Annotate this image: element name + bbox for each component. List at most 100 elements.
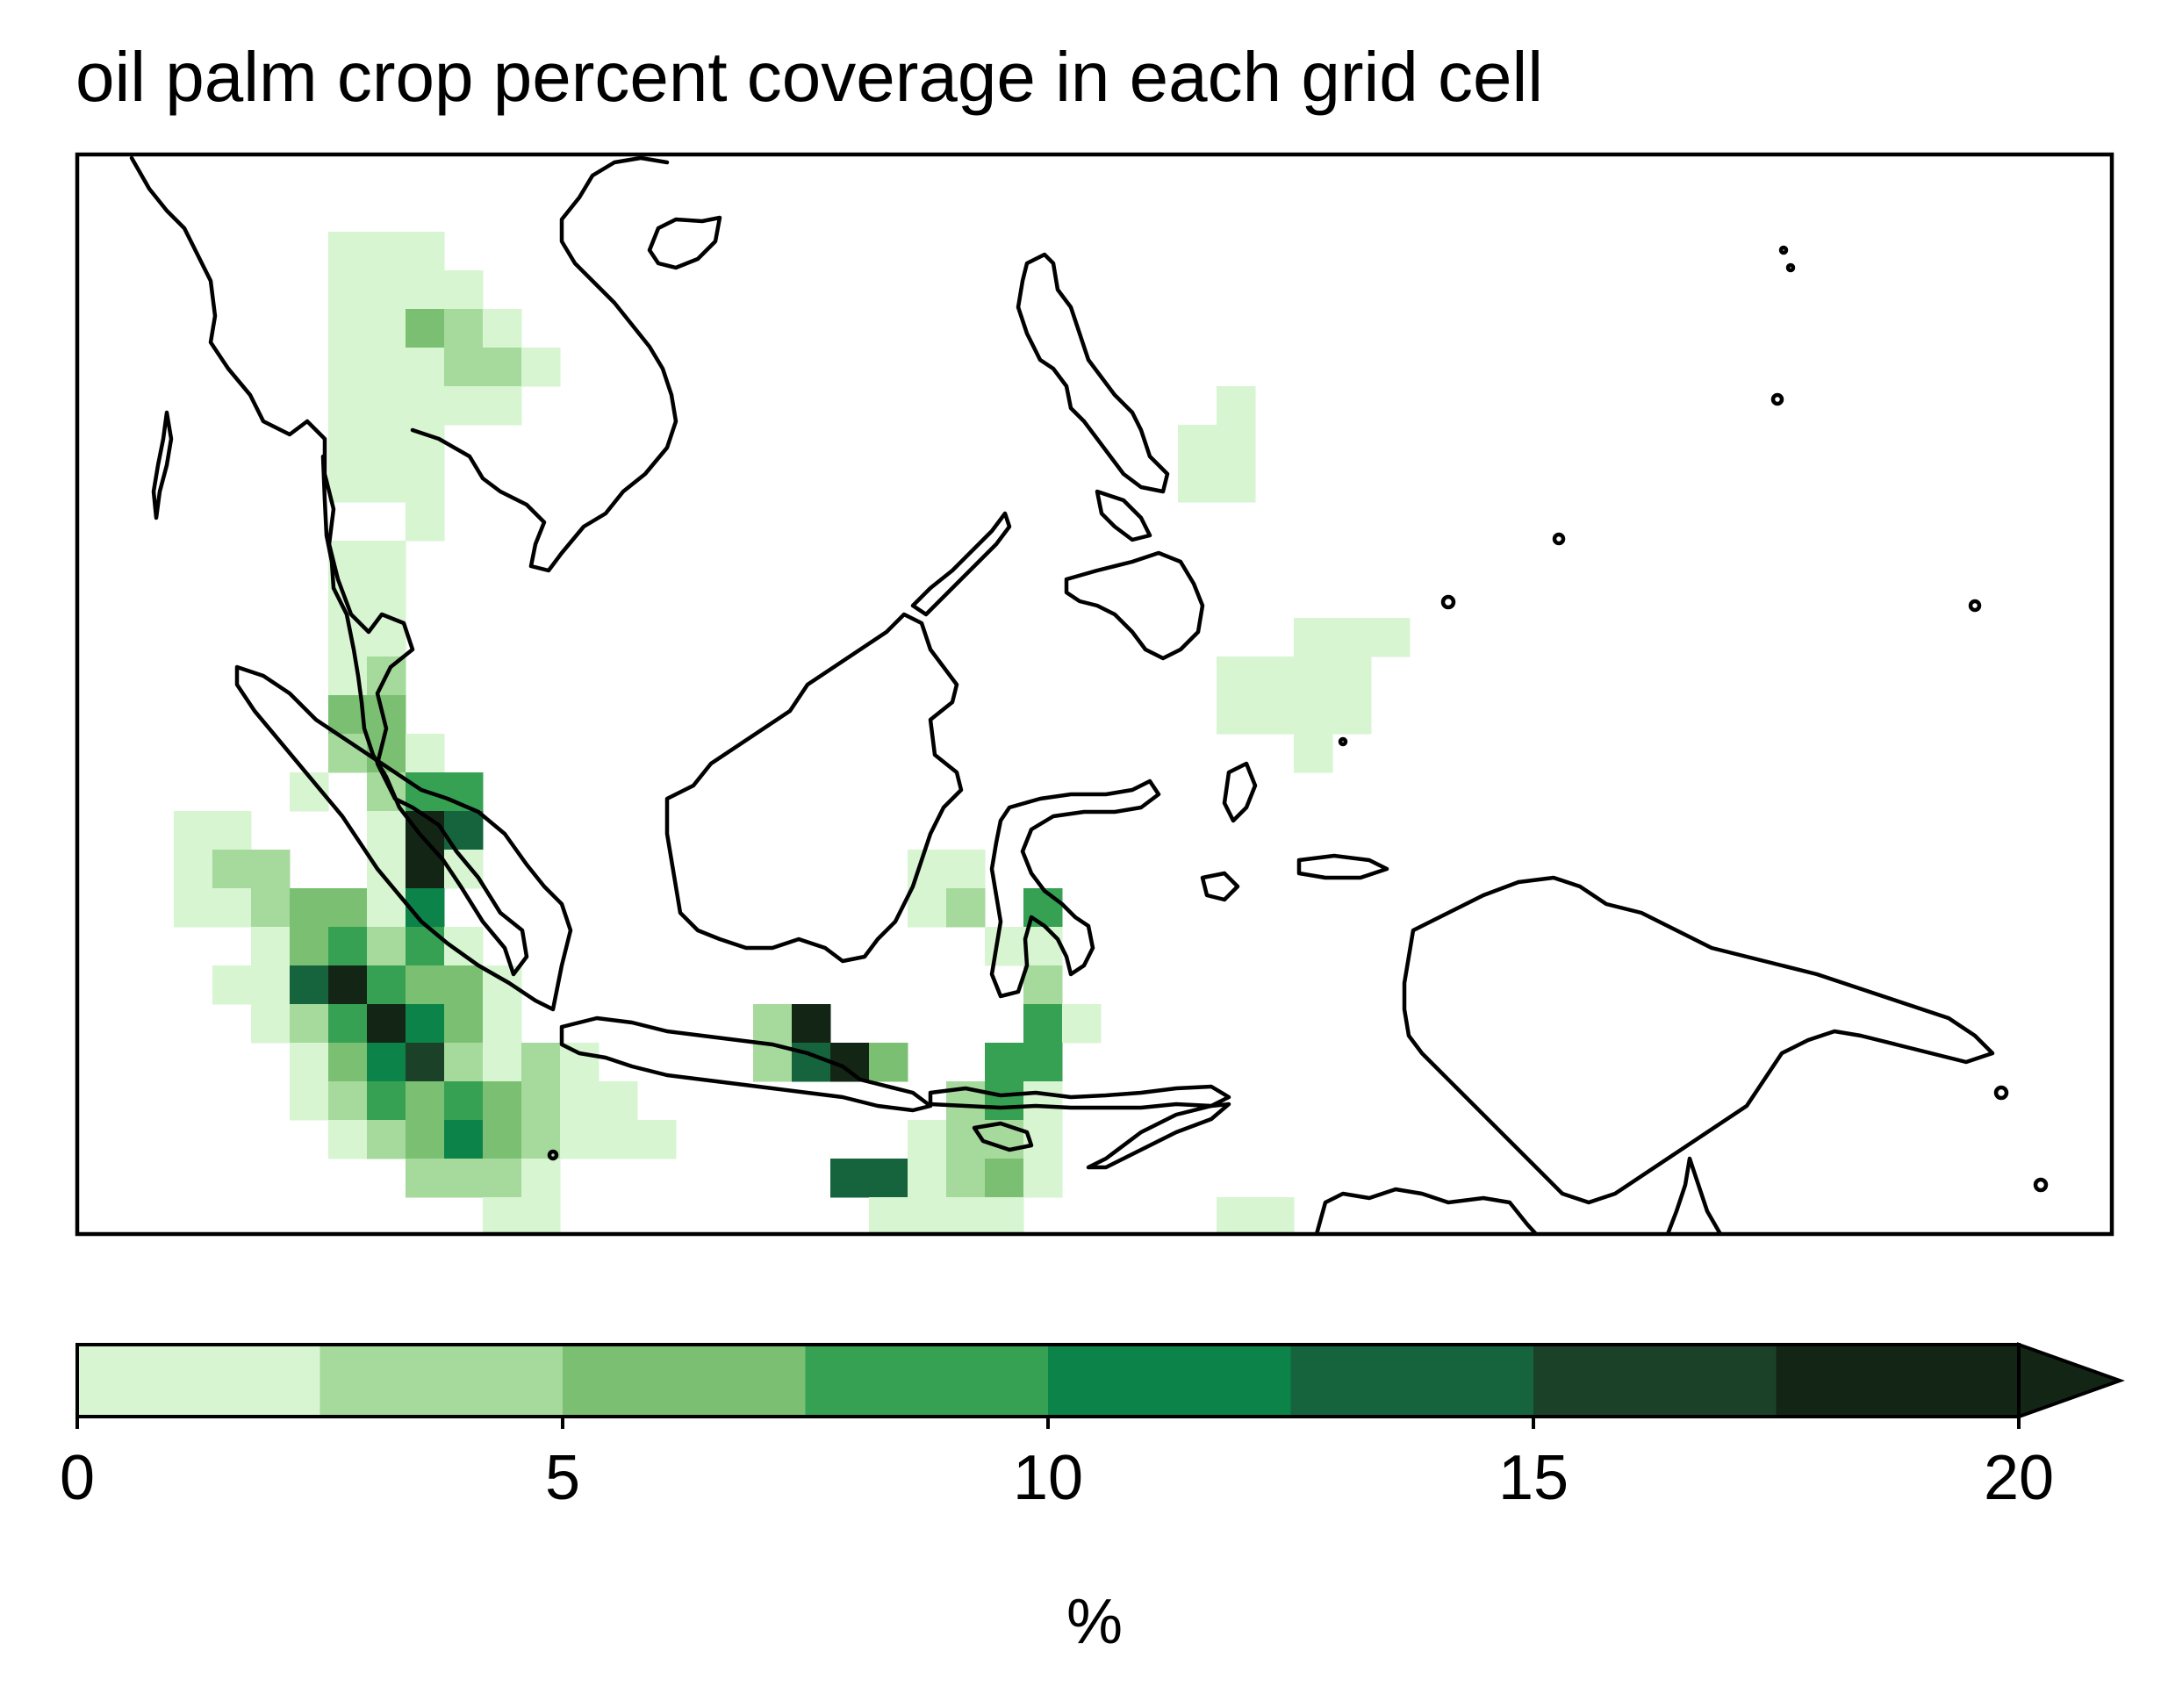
grid-cell xyxy=(1178,425,1217,464)
grid-cell xyxy=(444,386,484,426)
grid-cell xyxy=(483,1043,522,1082)
grid-cell xyxy=(985,927,1024,966)
colorbar xyxy=(75,1342,2125,1419)
island-dot xyxy=(1993,1085,2009,1101)
grid-cell xyxy=(1178,1274,1217,1314)
island-dot xyxy=(1440,594,1456,610)
grid-cell xyxy=(521,1159,561,1198)
grid-cell xyxy=(444,270,484,310)
colorbar-segment xyxy=(563,1345,806,1417)
grid-cell xyxy=(1255,1197,1295,1234)
grid-cell xyxy=(444,309,484,348)
grid-cell xyxy=(483,1159,522,1198)
coast-new-guinea xyxy=(1402,875,1995,1205)
grid-cell xyxy=(367,1120,406,1159)
grid-cell xyxy=(483,309,522,348)
grid-cell xyxy=(367,386,406,426)
grid-cell xyxy=(599,1274,638,1314)
grid-cell xyxy=(367,850,406,889)
map-title: oil palm crop percent coverage in each g… xyxy=(75,38,1543,116)
map-frame xyxy=(75,152,2114,1237)
grid-cell xyxy=(637,1120,677,1159)
island-dot xyxy=(1785,262,1796,273)
grid-cell xyxy=(908,1159,947,1198)
grid-cell xyxy=(1255,1236,1295,1275)
grid-cell xyxy=(328,309,368,348)
grid-cell xyxy=(367,463,406,503)
grid-cell xyxy=(1217,463,1256,503)
colorbar-extend-arrow xyxy=(2017,1342,2125,1419)
grid-cell xyxy=(1217,1197,1256,1234)
grid-cell xyxy=(483,1274,522,1314)
grid-cell xyxy=(174,850,213,889)
grid-cell xyxy=(483,1081,522,1121)
grid-cell xyxy=(1217,386,1256,426)
grid-cell xyxy=(367,348,406,387)
island-dot xyxy=(1778,245,1789,255)
grid-cell xyxy=(290,1043,329,1082)
grid-cell xyxy=(1255,657,1295,696)
grid-cell xyxy=(521,348,561,387)
grid-cell xyxy=(328,1004,368,1044)
coast-australia xyxy=(1314,1187,1539,1234)
island-dot xyxy=(1968,599,1982,613)
coast-sumba xyxy=(972,1121,1034,1152)
island-dot xyxy=(1552,532,1566,546)
grid-cell xyxy=(946,1197,986,1234)
grid-cell xyxy=(1294,734,1333,773)
grid-cell xyxy=(1178,1236,1217,1275)
grid-cell xyxy=(328,348,368,387)
coast-sulawesi xyxy=(989,779,1161,999)
grid-cell xyxy=(444,1120,484,1159)
grid-cell xyxy=(367,270,406,310)
grid-cell xyxy=(985,1081,1024,1121)
grid-cell xyxy=(908,888,947,928)
grid-cell xyxy=(1217,1236,1256,1275)
grid-cell xyxy=(946,1236,986,1275)
grid-cell xyxy=(1332,657,1372,696)
grid-cell xyxy=(251,965,291,1005)
coast-visayas xyxy=(1095,489,1152,542)
grid-cell xyxy=(290,888,329,928)
grid-cell xyxy=(328,425,368,464)
grid-cell xyxy=(946,1159,986,1198)
colorbar-tick-label: 10 xyxy=(1013,1443,1083,1513)
colorbar-tick-label: 15 xyxy=(1498,1443,1569,1513)
grid-cell xyxy=(367,965,406,1005)
grid-cell xyxy=(792,1043,831,1082)
island-dot xyxy=(547,1149,559,1161)
grid-cell xyxy=(406,232,445,271)
grid-cell xyxy=(406,309,445,348)
coast-buru xyxy=(1200,871,1240,902)
grid-cell xyxy=(1255,695,1295,735)
grid-cell xyxy=(1023,1159,1063,1198)
grid-cell xyxy=(251,927,291,966)
grid-cell xyxy=(521,1236,561,1275)
grid-cell xyxy=(406,734,445,773)
grid-cell xyxy=(869,1197,908,1234)
colorbar-tick-label: 20 xyxy=(1984,1443,2054,1513)
grid-cell xyxy=(792,1004,831,1044)
grid-cell xyxy=(1332,695,1372,735)
grid-cell xyxy=(1294,657,1333,696)
grid-cell xyxy=(328,270,368,310)
grid-cell xyxy=(367,1081,406,1121)
grid-cell xyxy=(290,1004,329,1044)
coast-lesser-sunda xyxy=(928,1084,1231,1110)
grid-cell xyxy=(869,1159,908,1198)
grid-cell xyxy=(1062,1004,1102,1044)
grid-cell xyxy=(599,1081,638,1121)
grid-cell xyxy=(444,1004,484,1044)
grid-cell xyxy=(444,1236,484,1275)
colorbar-ticks: 0 5 10 15 20 xyxy=(60,1417,2054,1513)
grid-cell xyxy=(985,1197,1024,1234)
coast-andaman xyxy=(151,410,174,520)
grid-cell xyxy=(406,463,445,503)
colorbar-segment xyxy=(319,1345,564,1417)
grid-cell xyxy=(328,386,368,426)
grid-cell xyxy=(521,1043,561,1082)
grid-cell xyxy=(560,1043,599,1082)
grid-cell xyxy=(174,888,213,928)
colorbar-segment xyxy=(805,1345,1049,1417)
